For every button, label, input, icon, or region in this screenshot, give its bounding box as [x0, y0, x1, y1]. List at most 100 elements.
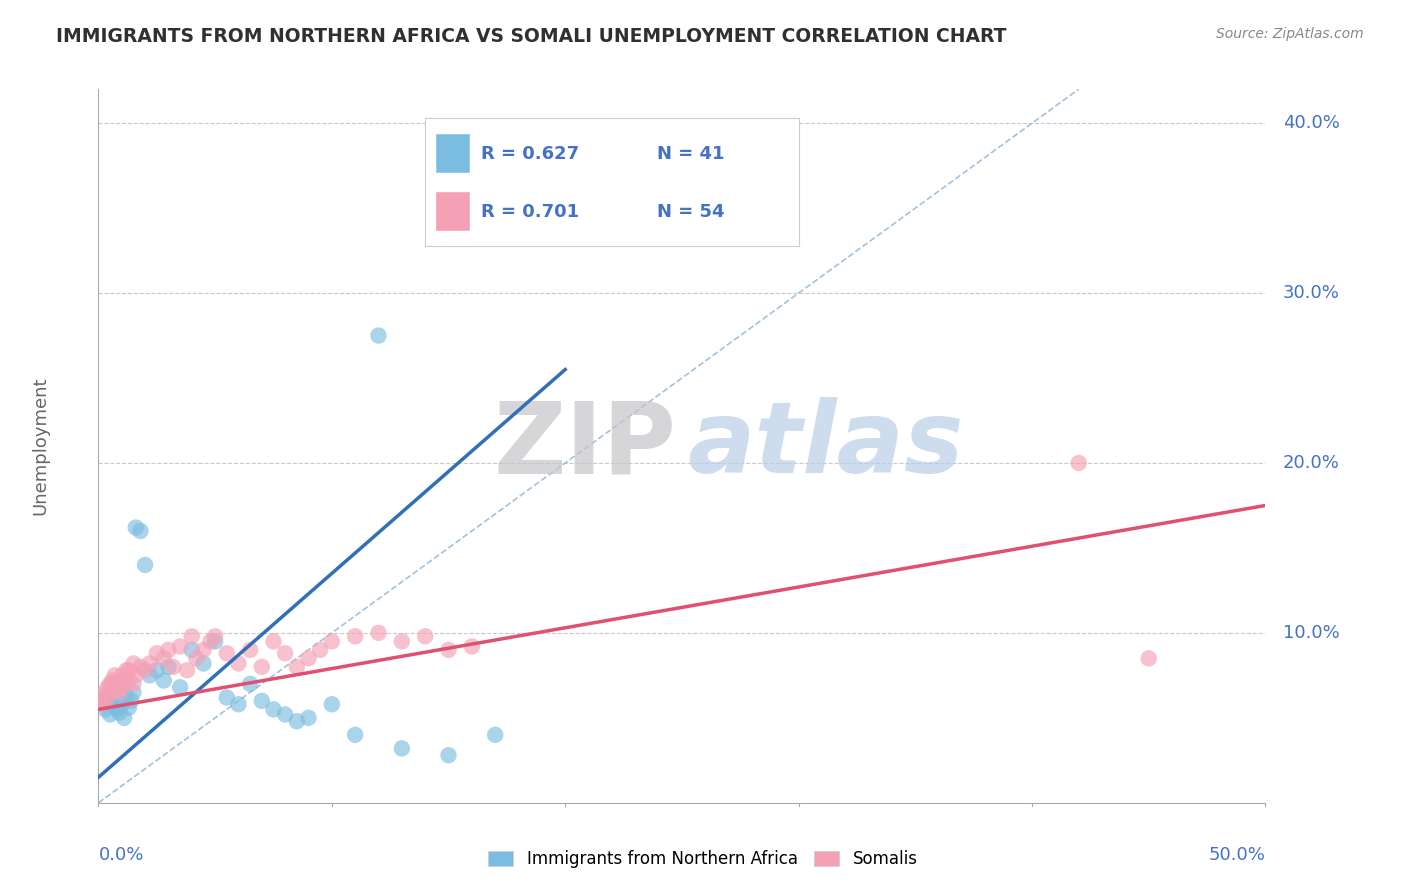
Point: [204, 629, 226, 643]
Point: [118, 663, 141, 677]
Point: [94, 694, 117, 708]
Point: [274, 707, 297, 722]
Point: [112, 677, 135, 691]
Point: [461, 640, 484, 654]
Point: [104, 698, 127, 713]
Point: [125, 520, 148, 534]
Point: [90, 698, 112, 712]
Point: [152, 651, 174, 665]
Point: [108, 706, 131, 720]
Point: [118, 700, 141, 714]
Point: [180, 643, 202, 657]
Point: [250, 694, 273, 708]
Point: [239, 643, 262, 657]
Point: [763, 142, 786, 156]
Point: [228, 698, 250, 712]
Point: [193, 657, 215, 671]
Text: IMMIGRANTS FROM NORTHERN AFRICA VS SOMALI UNEMPLOYMENT CORRELATION CHART: IMMIGRANTS FROM NORTHERN AFRICA VS SOMAL…: [56, 27, 1007, 45]
Text: atlas: atlas: [688, 398, 965, 494]
Text: 40.0%: 40.0%: [1282, 114, 1340, 132]
Point: [157, 660, 180, 674]
Point: [274, 646, 297, 660]
Text: 50.0%: 50.0%: [1209, 846, 1265, 863]
Point: [344, 728, 367, 742]
Point: [122, 677, 145, 691]
Point: [297, 651, 319, 665]
Text: 10.0%: 10.0%: [1282, 624, 1340, 642]
Point: [297, 711, 319, 725]
Point: [169, 640, 191, 654]
Point: [111, 668, 134, 682]
Point: [391, 741, 413, 756]
Point: [94, 702, 117, 716]
Point: [215, 646, 238, 660]
Point: [101, 694, 124, 708]
Point: [129, 660, 152, 674]
Point: [120, 694, 142, 708]
Point: [134, 663, 156, 677]
Point: [413, 629, 436, 643]
Point: [162, 660, 184, 674]
Point: [97, 680, 120, 694]
Point: [108, 680, 131, 694]
Point: [321, 634, 343, 648]
Point: [108, 685, 131, 699]
Point: [437, 748, 460, 763]
Point: [104, 668, 127, 682]
Point: [262, 634, 284, 648]
Text: ZIP: ZIP: [494, 398, 676, 494]
Point: [94, 685, 117, 699]
Point: [169, 680, 191, 694]
Point: [391, 634, 413, 648]
Point: [139, 668, 162, 682]
Point: [157, 643, 180, 657]
Point: [250, 660, 273, 674]
Point: [101, 673, 124, 688]
Point: [98, 707, 121, 722]
Text: Source: ZipAtlas.com: Source: ZipAtlas.com: [1216, 27, 1364, 41]
Point: [180, 629, 202, 643]
Point: [98, 687, 121, 701]
Point: [285, 714, 308, 729]
Point: [344, 629, 367, 643]
Point: [200, 634, 222, 648]
Point: [1067, 456, 1090, 470]
Point: [118, 673, 141, 688]
Point: [484, 728, 506, 742]
Point: [105, 677, 128, 691]
Point: [97, 690, 120, 705]
Point: [193, 643, 215, 657]
Point: [91, 690, 114, 705]
Point: [104, 680, 127, 694]
Point: [176, 663, 198, 677]
Point: [111, 698, 134, 712]
Point: [115, 689, 138, 703]
Point: [112, 711, 135, 725]
Point: [146, 663, 169, 677]
Point: [129, 524, 152, 538]
Point: [204, 634, 226, 648]
Point: [228, 657, 250, 671]
Point: [309, 643, 332, 657]
Point: [367, 626, 389, 640]
Point: [239, 677, 262, 691]
Point: [122, 657, 145, 671]
Point: [105, 702, 128, 716]
Text: Unemployment: Unemployment: [31, 376, 49, 516]
Text: 30.0%: 30.0%: [1282, 284, 1340, 302]
Point: [115, 663, 138, 677]
Point: [215, 690, 238, 705]
Point: [262, 702, 284, 716]
Point: [321, 698, 343, 712]
Point: [146, 646, 169, 660]
Point: [1137, 651, 1160, 665]
Point: [125, 668, 148, 682]
Point: [139, 657, 162, 671]
Point: [91, 698, 114, 712]
Point: [437, 643, 460, 657]
Point: [112, 673, 135, 688]
Point: [186, 651, 208, 665]
Point: [134, 558, 156, 572]
Point: [98, 677, 121, 691]
Point: [90, 694, 112, 708]
